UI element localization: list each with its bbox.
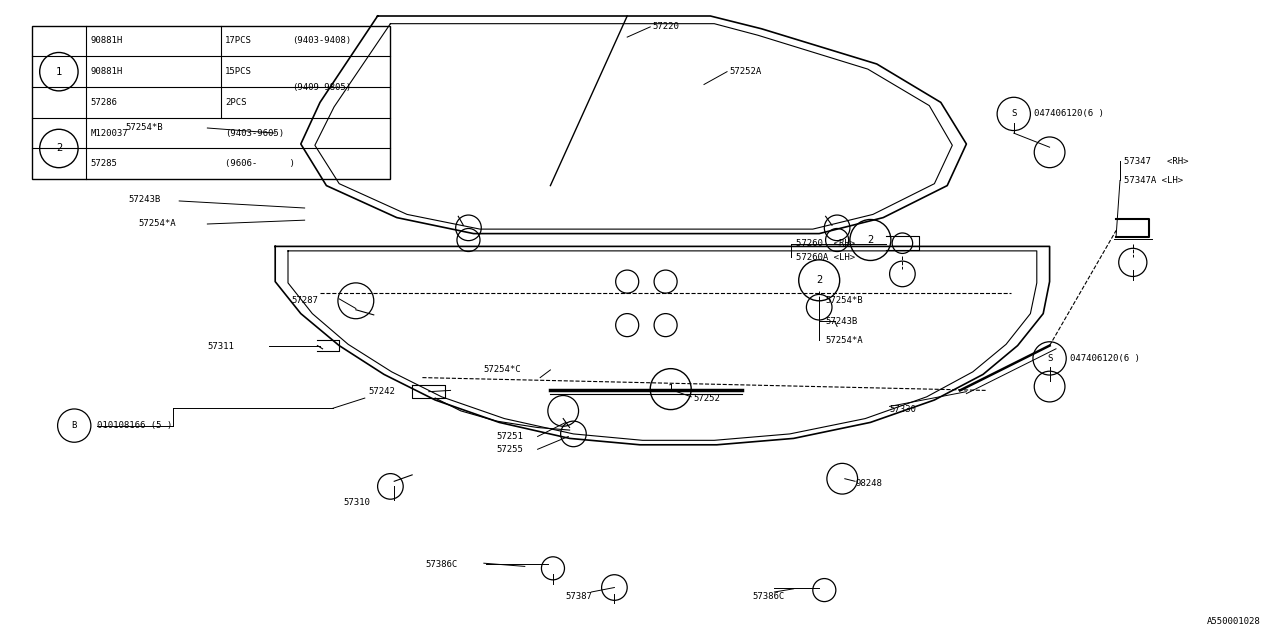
Text: 57243B: 57243B bbox=[128, 195, 160, 204]
Text: 57254*B: 57254*B bbox=[826, 296, 863, 305]
Text: 57310: 57310 bbox=[343, 498, 370, 507]
Text: 57387: 57387 bbox=[566, 592, 593, 601]
Text: 57254*B: 57254*B bbox=[125, 124, 163, 132]
Text: 57242: 57242 bbox=[369, 387, 396, 396]
Text: 57260A <LH>: 57260A <LH> bbox=[796, 253, 855, 262]
Text: 047406120(6 ): 047406120(6 ) bbox=[1070, 354, 1140, 363]
Text: 57311: 57311 bbox=[207, 342, 234, 351]
Text: 2PCS: 2PCS bbox=[225, 98, 247, 107]
Text: 57386C: 57386C bbox=[753, 592, 785, 601]
Text: 010108166 (5 ): 010108166 (5 ) bbox=[97, 421, 173, 430]
Text: 57252A: 57252A bbox=[730, 67, 762, 76]
Text: 17PCS: 17PCS bbox=[225, 36, 252, 45]
Text: 57243B: 57243B bbox=[826, 317, 858, 326]
Text: S: S bbox=[1047, 354, 1052, 363]
Text: 2: 2 bbox=[817, 275, 822, 285]
Text: 90881H: 90881H bbox=[91, 36, 123, 45]
Text: 57286: 57286 bbox=[91, 98, 118, 107]
Text: 57330: 57330 bbox=[890, 405, 916, 414]
Text: 57220: 57220 bbox=[653, 22, 680, 31]
Text: S: S bbox=[1011, 109, 1016, 118]
Text: 57260  <RH>: 57260 <RH> bbox=[796, 239, 855, 248]
Text: (9403-9408): (9403-9408) bbox=[292, 36, 351, 45]
Text: 15PCS: 15PCS bbox=[225, 67, 252, 76]
Text: 57254*A: 57254*A bbox=[138, 220, 175, 228]
Text: 047406120(6 ): 047406120(6 ) bbox=[1034, 109, 1105, 118]
Text: A550001028: A550001028 bbox=[1207, 617, 1261, 626]
Text: 57347   <RH>: 57347 <RH> bbox=[1124, 157, 1188, 166]
FancyBboxPatch shape bbox=[32, 26, 390, 179]
Text: 57255: 57255 bbox=[497, 445, 524, 454]
Text: 2: 2 bbox=[868, 235, 873, 245]
Text: 57287: 57287 bbox=[292, 296, 319, 305]
Text: 57285: 57285 bbox=[91, 159, 118, 168]
Text: 1: 1 bbox=[668, 384, 673, 394]
Text: (9403-9605): (9403-9605) bbox=[225, 129, 284, 138]
Text: 98248: 98248 bbox=[855, 479, 882, 488]
Text: 1: 1 bbox=[56, 67, 61, 77]
Text: M120037: M120037 bbox=[91, 129, 128, 138]
Text: 57347A <LH>: 57347A <LH> bbox=[1124, 176, 1183, 185]
Text: 57386C: 57386C bbox=[425, 560, 457, 569]
Text: 57252: 57252 bbox=[694, 394, 721, 403]
Text: 57254*A: 57254*A bbox=[826, 336, 863, 345]
Text: 57251: 57251 bbox=[497, 432, 524, 441]
Text: 90881H: 90881H bbox=[91, 67, 123, 76]
Text: 57254*C: 57254*C bbox=[484, 365, 521, 374]
Text: B: B bbox=[72, 421, 77, 430]
Text: (9409-9805): (9409-9805) bbox=[292, 83, 351, 92]
Text: 2: 2 bbox=[56, 143, 61, 154]
Text: (9606-      ): (9606- ) bbox=[225, 159, 296, 168]
